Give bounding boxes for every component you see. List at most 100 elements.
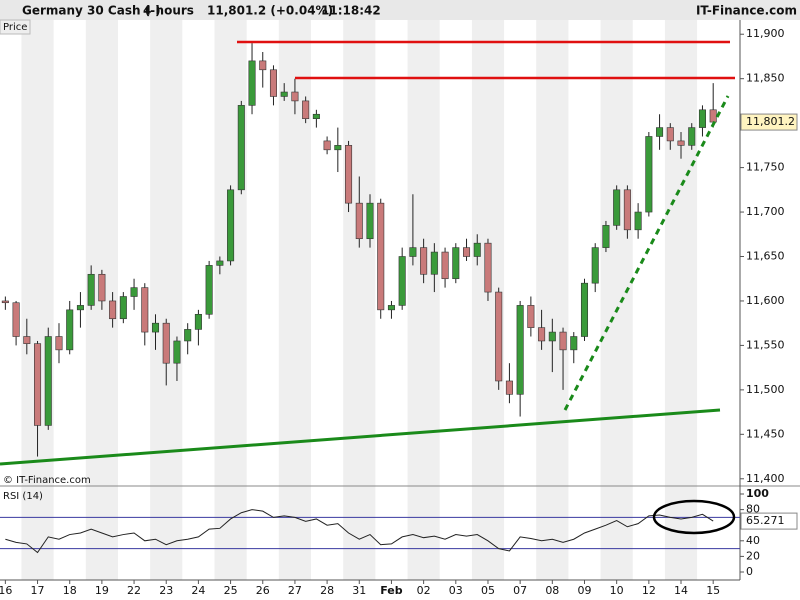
candle-body xyxy=(387,305,395,311)
x-tick-label: 22 xyxy=(127,584,141,597)
x-tick-label: 28 xyxy=(320,584,334,597)
candle-body xyxy=(495,291,503,382)
candle-body xyxy=(141,287,149,333)
candle-body xyxy=(130,287,138,297)
interval: 4 hours xyxy=(143,4,194,18)
y-tick-label: 11,900 xyxy=(746,27,785,40)
x-tick-label: 23 xyxy=(159,584,173,597)
x-tick-label: 18 xyxy=(63,584,77,597)
candle-body xyxy=(355,202,363,240)
candle-body xyxy=(194,313,202,330)
candle-body xyxy=(420,247,428,275)
y-tick-label: 11,500 xyxy=(746,383,785,396)
candle-body xyxy=(269,69,277,97)
candle-body xyxy=(591,247,599,284)
candle-body xyxy=(312,113,320,119)
header-bar xyxy=(0,0,800,20)
instrument: Germany 30 Cash (-) xyxy=(22,4,161,18)
x-tick-label: 25 xyxy=(224,584,238,597)
candle-body xyxy=(484,242,492,293)
candle-body xyxy=(377,202,385,311)
y-tick-label: 100 xyxy=(746,487,769,500)
x-tick-label: 19 xyxy=(95,584,109,597)
candle-body xyxy=(666,127,674,142)
candle-body xyxy=(645,136,653,213)
candle-body xyxy=(366,202,374,240)
candle-body xyxy=(259,60,267,71)
x-tick-label: 08 xyxy=(545,584,559,597)
candle-body xyxy=(237,105,245,191)
candle-body xyxy=(634,211,642,231)
candle-body xyxy=(656,127,664,137)
candle-body xyxy=(34,343,42,426)
x-tick-label: 07 xyxy=(513,584,527,597)
day-band xyxy=(536,20,569,580)
price-title-box xyxy=(0,19,31,35)
y-tick-label: 11,700 xyxy=(746,205,785,218)
candle-body xyxy=(119,296,127,320)
y-tick-label: 11,850 xyxy=(746,72,785,85)
x-tick-label: 27 xyxy=(288,584,302,597)
time: 11:18:42 xyxy=(321,4,381,18)
candle-body xyxy=(452,247,460,280)
candle-body xyxy=(302,100,310,119)
rsi-value-label: 65.271 xyxy=(746,514,785,527)
candle-body xyxy=(44,336,52,426)
x-tick-label: Feb xyxy=(380,584,403,597)
candle-body xyxy=(430,251,438,275)
day-band xyxy=(214,20,247,580)
candle-body xyxy=(398,256,406,306)
x-tick-label: 03 xyxy=(449,584,463,597)
candle-body xyxy=(441,251,449,280)
x-tick-label: 09 xyxy=(577,584,591,597)
rsi-label-box xyxy=(740,512,798,530)
candle-body xyxy=(66,309,74,351)
candle-body xyxy=(323,140,331,151)
x-tick-label: 02 xyxy=(417,584,431,597)
candle-body xyxy=(334,145,342,151)
candle-body xyxy=(602,225,610,248)
candle-body xyxy=(688,127,696,146)
y-tick-label: 11,450 xyxy=(746,427,785,440)
candle-body xyxy=(184,329,192,342)
x-tick-label: 16 xyxy=(0,584,12,597)
x-tick-label: 05 xyxy=(481,584,495,597)
candle-body xyxy=(345,145,353,204)
candle-body xyxy=(698,109,706,128)
candle-body xyxy=(227,189,235,262)
y-tick-label: 0 xyxy=(746,565,753,578)
candle-body xyxy=(55,336,63,351)
candle-body xyxy=(280,91,288,97)
y-tick-label: 11,750 xyxy=(746,161,785,174)
x-tick-label: 26 xyxy=(256,584,270,597)
candle-body xyxy=(623,189,631,231)
candle-body xyxy=(248,60,256,106)
candle-body xyxy=(463,247,471,257)
candle-body xyxy=(216,260,224,266)
price-label: 11,801.2 xyxy=(746,115,795,128)
candle-body xyxy=(538,327,546,342)
highlight-ellipse xyxy=(652,499,736,535)
day-band xyxy=(21,20,54,580)
x-tick-label: 14 xyxy=(674,584,688,597)
candle-body xyxy=(527,305,535,328)
candle-body xyxy=(570,336,578,351)
x-tick-label: 10 xyxy=(610,584,624,597)
rsi-line xyxy=(5,509,714,554)
candle-body xyxy=(151,322,160,333)
support-line xyxy=(0,408,721,466)
candle-body xyxy=(613,189,621,226)
price-title: Price xyxy=(3,22,27,33)
y-tick-label: 11,550 xyxy=(746,338,785,351)
day-band xyxy=(343,20,376,580)
x-tick-label: 24 xyxy=(191,584,205,597)
candle-body xyxy=(12,302,20,337)
x-tick-label: 12 xyxy=(642,584,656,597)
candle-body xyxy=(473,242,481,257)
candle-body xyxy=(677,140,685,146)
watermark: © IT-Finance.com xyxy=(3,475,91,486)
brand: IT-Finance.com xyxy=(696,4,797,18)
rsi-title: RSI (14) xyxy=(3,491,43,502)
candle-body xyxy=(516,305,524,395)
